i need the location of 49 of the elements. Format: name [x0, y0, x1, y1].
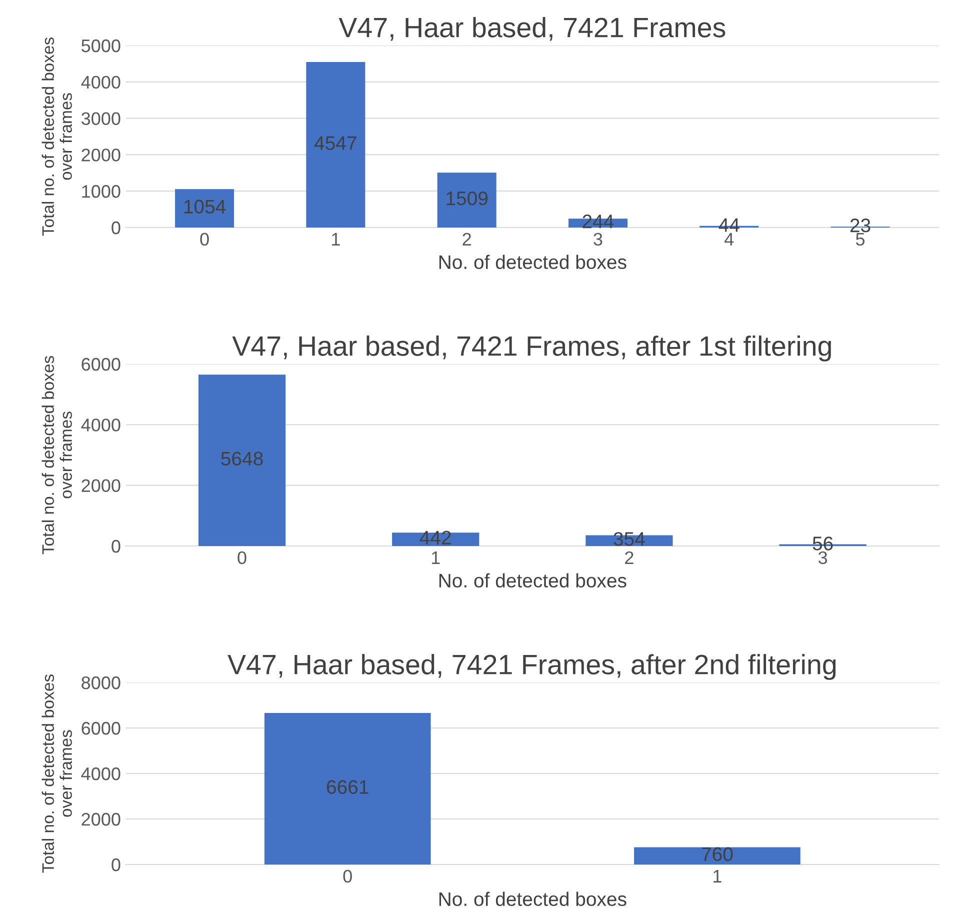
y-tick-label: 4000: [81, 76, 120, 89]
data-label: 442: [420, 530, 451, 544]
y-tick-label: 6000: [82, 358, 120, 371]
data-label: 244: [582, 214, 614, 228]
x-axis-title: No. of detected boxes: [439, 254, 626, 270]
data-label: 1054: [184, 200, 226, 214]
y-tick-label: 1000: [82, 185, 120, 198]
x-tick-label: 2: [462, 232, 471, 246]
chart-title: V47, Haar based, 7421 Frames, after 1st filtering: [232, 336, 831, 362]
y-tick-label: 0: [112, 540, 120, 553]
x-axis-title: No. of detected boxes: [439, 892, 626, 906]
x-tick-label: 0: [238, 551, 246, 564]
x-tick-label: 4: [724, 233, 734, 246]
x-tick-label: 5: [856, 233, 865, 246]
y-tick-label: 8000: [82, 676, 120, 690]
bar: [437, 172, 496, 228]
y-tick-label: 2000: [82, 812, 120, 826]
y-tick-label: 0: [112, 221, 120, 234]
y-tick-label: 4000: [81, 767, 120, 780]
bar: [198, 374, 286, 546]
x-tick-label: 0: [200, 232, 209, 246]
chart-title: V47, Haar based, 7421 Frames: [338, 17, 726, 41]
y-axis-title: Total no. of detected boxes over frames: [42, 674, 72, 873]
data-label: 6661: [326, 780, 368, 794]
bar: [175, 189, 234, 228]
data-label: 5648: [221, 452, 263, 466]
y-tick-label: 3000: [82, 112, 120, 126]
y-tick-label: 4000: [81, 418, 120, 432]
y-tick-label: 2000: [82, 148, 120, 162]
data-label: 1509: [446, 191, 488, 206]
bar: [306, 62, 366, 228]
x-tick-label: 2: [625, 551, 634, 564]
bar: [392, 532, 480, 546]
data-label: 760: [702, 847, 733, 862]
y-tick-label: 2000: [82, 479, 120, 492]
y-axis-title: Total no. of detected boxes over frames: [42, 356, 72, 554]
y-tick-label: 0: [112, 858, 120, 872]
y-tick-label: 6000: [82, 722, 120, 735]
x-tick-label: 1: [332, 233, 340, 246]
x-tick-label: 1: [432, 552, 440, 564]
x-axis-title: No. of detected boxes: [439, 573, 626, 588]
y-tick-label: 5000: [82, 39, 120, 52]
data-label: 4547: [314, 136, 356, 150]
chart-title: V47, Haar based, 7421 Frames, after 2nd filtering: [228, 654, 836, 680]
data-label: 354: [614, 532, 645, 546]
x-tick-label: 1: [714, 870, 722, 882]
x-tick-label: 3: [818, 551, 828, 564]
x-tick-label: 3: [594, 232, 602, 246]
y-axis-title: Total no. of detected boxes over frames: [42, 37, 72, 236]
